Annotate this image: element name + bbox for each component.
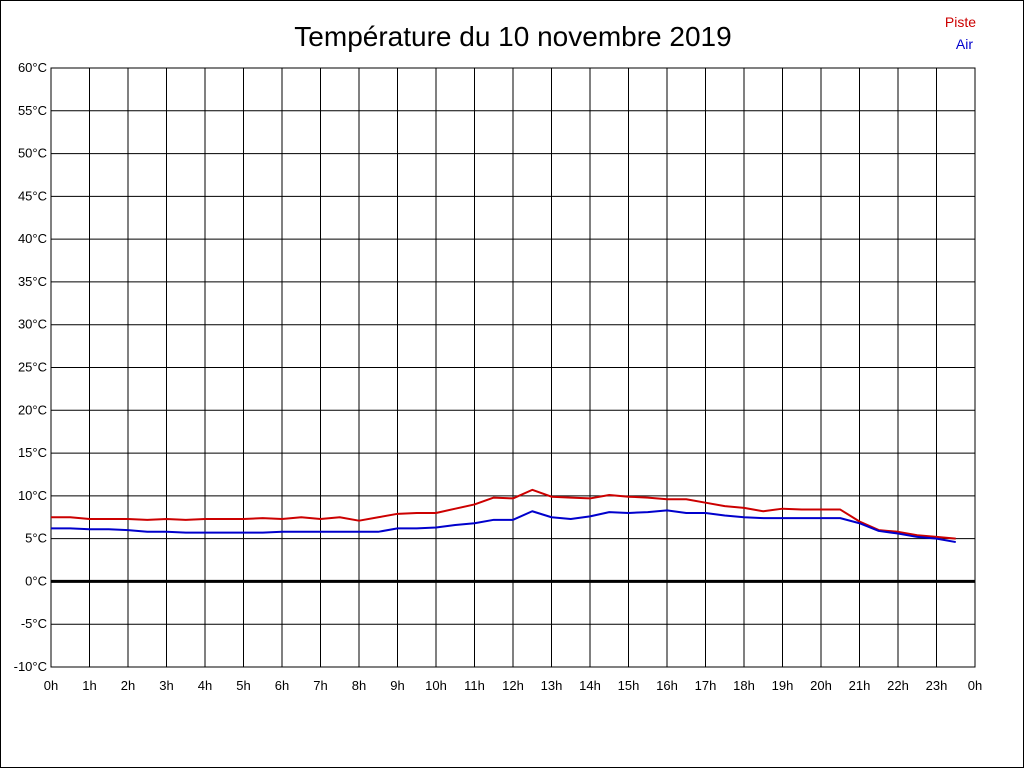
x-tick-label: 17h: [695, 678, 717, 693]
y-tick-label: 10°C: [18, 488, 47, 503]
x-tick-label: 22h: [887, 678, 909, 693]
y-tick-label: 35°C: [18, 274, 47, 289]
y-tick-label: 25°C: [18, 360, 47, 375]
x-tick-label: 4h: [198, 678, 212, 693]
x-tick-label: 20h: [810, 678, 832, 693]
y-tick-label: 45°C: [18, 188, 47, 203]
x-tick-label: 19h: [772, 678, 794, 693]
x-tick-label: 5h: [236, 678, 250, 693]
legend-piste: Piste: [945, 14, 976, 30]
x-tick-label: 3h: [159, 678, 173, 693]
y-tick-label: -5°C: [21, 616, 47, 631]
y-tick-label: 40°C: [18, 231, 47, 246]
x-tick-label: 15h: [618, 678, 640, 693]
x-tick-label: 10h: [425, 678, 447, 693]
x-tick-label: 12h: [502, 678, 524, 693]
x-axis-ticks: 0h 1h 2h 3h 4h 5h 6h 7h 8h 9h 10h 11h 12h 13h 14h 15h 16…: [44, 678, 982, 693]
chart-title: Température du 10 novembre 2019: [294, 21, 731, 52]
grid-lines: [50, 67, 976, 668]
plot-area-border: [50, 67, 976, 668]
x-tick-label: 16h: [656, 678, 678, 693]
x-tick-label: 6h: [275, 678, 289, 693]
y-tick-label: 15°C: [18, 445, 47, 460]
y-tick-label: 30°C: [18, 317, 47, 332]
y-axis-ticks: -10°C -5°C 0°C 5°C 10°C 15°C 20°C 25°C 30°C 35°C 4…: [14, 60, 47, 674]
y-tick-label: 55°C: [18, 103, 47, 118]
x-tick-label: 2h: [121, 678, 135, 693]
y-tick-label: 20°C: [18, 402, 47, 417]
y-tick-label: 50°C: [18, 146, 47, 161]
x-tick-label: 13h: [541, 678, 563, 693]
legend-air: Air: [956, 36, 973, 52]
x-tick-label: 11h: [464, 678, 485, 693]
x-tick-label: 8h: [352, 678, 366, 693]
series-line-air: [51, 509, 956, 544]
x-tick-label: 0h: [968, 678, 982, 693]
x-tick-label: 14h: [579, 678, 601, 693]
x-tick-label: 9h: [390, 678, 404, 693]
x-tick-label: 18h: [733, 678, 755, 693]
series-line-piste: [51, 488, 956, 540]
y-tick-label: 5°C: [25, 531, 47, 546]
x-tick-label: 21h: [849, 678, 871, 693]
y-tick-label: 0°C: [25, 573, 47, 588]
y-tick-label: -10°C: [14, 659, 47, 674]
series-layer: [51, 488, 956, 544]
y-tick-label: 60°C: [18, 60, 47, 75]
x-tick-label: 1h: [82, 678, 96, 693]
x-tick-label: 0h: [44, 678, 58, 693]
x-tick-label: 23h: [926, 678, 948, 693]
x-tick-label: 7h: [313, 678, 327, 693]
